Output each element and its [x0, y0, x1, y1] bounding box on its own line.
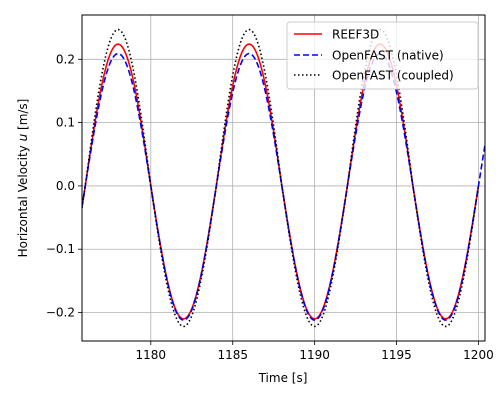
y-tick-label: 0.0: [56, 179, 75, 193]
y-tick-label: 0.2: [56, 52, 75, 66]
legend-label-reef3d: REEF3D: [332, 28, 379, 42]
y-tick-label: −0.2: [46, 306, 75, 320]
series-openfast-coupled: [82, 28, 480, 328]
y-axis-label: Horizontal Velocity u [m/s]: [16, 99, 30, 258]
x-tick-label: 1195: [381, 348, 412, 362]
x-tick-label: 1185: [217, 348, 248, 362]
legend-label-openfast-native: OpenFAST (native): [332, 49, 444, 63]
legend: REEF3D OpenFAST (native) OpenFAST (coupl…: [286, 21, 479, 90]
x-axis: 1180 1185 1190 1195 1200: [136, 341, 494, 362]
y-axis: −0.2 −0.1 0.0 0.1 0.2: [46, 52, 82, 320]
x-axis-label: Time [s]: [258, 371, 308, 385]
x-tick-label: 1200: [463, 348, 494, 362]
legend-entry-openfast-coupled: OpenFAST (coupled): [294, 69, 454, 83]
legend-entry-reef3d: REEF3D: [294, 28, 379, 42]
x-tick-label: 1180: [136, 348, 167, 362]
legend-box: [286, 21, 479, 90]
y-tick-label: 0.1: [56, 116, 75, 130]
series-lines: [82, 28, 485, 328]
plot-frame: [81, 14, 486, 342]
legend-label-openfast-coupled: OpenFAST (coupled): [332, 69, 454, 83]
legend-entry-openfast-native: OpenFAST (native): [294, 49, 444, 63]
y-tick-label: −0.1: [46, 242, 75, 256]
x-tick-label: 1190: [299, 348, 330, 362]
